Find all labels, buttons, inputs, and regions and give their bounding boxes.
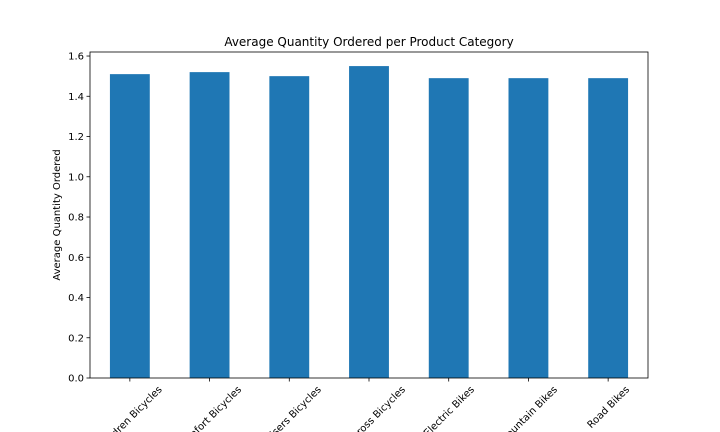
- bar: [508, 78, 549, 378]
- y-tick-label: 0.0: [68, 374, 84, 385]
- bar: [588, 78, 629, 378]
- bar: [189, 72, 230, 378]
- bar: [349, 66, 389, 378]
- y-tick-label: 0.8: [68, 213, 84, 224]
- y-tick-label: 0.4: [68, 293, 84, 304]
- y-tick-label: 1.4: [68, 92, 84, 103]
- y-tick-label: 0.6: [68, 253, 84, 264]
- y-tick-label: 1.0: [68, 172, 84, 183]
- y-tick-label: 1.6: [68, 52, 84, 63]
- y-tick-label: 1.2: [68, 132, 84, 143]
- bar: [109, 74, 150, 378]
- plot-frame: [89, 51, 649, 379]
- chart-title: Average Quantity Ordered per Product Cat…: [224, 35, 513, 49]
- bar: [428, 78, 469, 378]
- y-tick-label: 0.2: [68, 333, 84, 344]
- bar: [269, 76, 310, 379]
- y-axis-label: Average Quantity Ordered: [52, 149, 63, 280]
